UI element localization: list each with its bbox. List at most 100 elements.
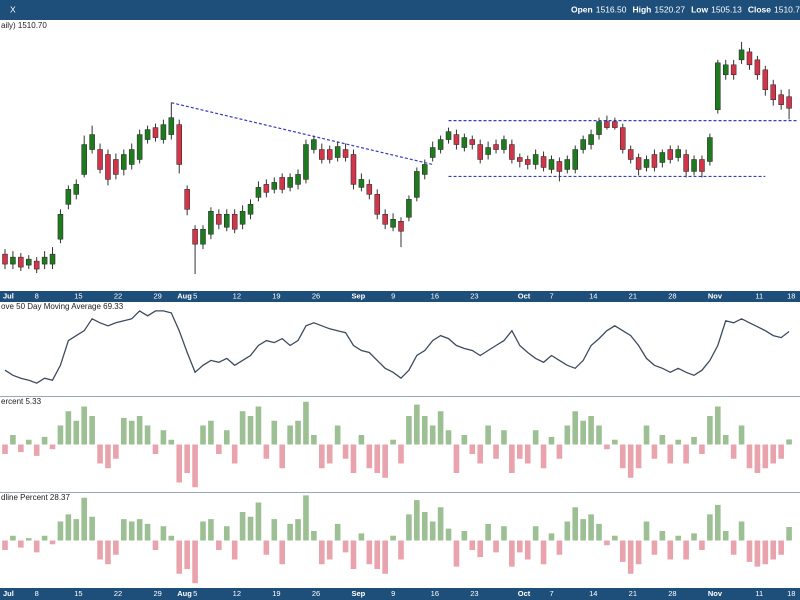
panel-title: dline Percent 28.37 [1, 493, 70, 502]
candle-body [414, 171, 420, 198]
bar [429, 521, 436, 541]
bar [469, 540, 476, 550]
bar [382, 444, 388, 478]
bar [382, 540, 388, 574]
bar [279, 540, 285, 565]
bar [255, 406, 262, 445]
candle-body [247, 204, 254, 215]
bar [105, 540, 111, 565]
x-tick-label: 22 [114, 589, 122, 598]
bar [501, 430, 507, 445]
candle-body [770, 84, 776, 100]
bar [18, 444, 24, 453]
bar [81, 406, 87, 445]
bar [18, 540, 24, 548]
bar [469, 444, 476, 454]
candle-body [144, 129, 151, 140]
quote-value: 1516.50 [596, 4, 627, 14]
x-tick-label: Nov [708, 589, 723, 598]
bar [41, 436, 48, 445]
candle-body [334, 146, 341, 158]
x-tick-label: 14 [589, 589, 597, 598]
bar [342, 444, 349, 459]
bar [612, 535, 618, 541]
bar [406, 514, 412, 541]
x-tick-label: Sep [351, 589, 365, 598]
bar [374, 540, 381, 569]
x-tick-label: 29 [153, 291, 161, 300]
candle-body [65, 189, 72, 205]
bar [429, 425, 436, 445]
candle-body [303, 144, 309, 180]
trendline [171, 102, 433, 166]
x-tick-label: 5 [193, 291, 197, 300]
bar [358, 435, 365, 445]
bar [287, 425, 293, 445]
candle-body [263, 184, 270, 193]
x-tick-label: Aug [177, 589, 192, 598]
bar [651, 444, 658, 459]
bar [493, 444, 499, 459]
bar [683, 444, 689, 464]
bar [604, 444, 610, 450]
x-tick-label: 18 [787, 291, 795, 300]
bar [722, 435, 729, 445]
bar [524, 444, 531, 464]
bar [121, 417, 127, 445]
candle-body [350, 154, 357, 185]
candle-body [406, 199, 412, 218]
bar [707, 416, 713, 445]
quote-label: Open [571, 4, 593, 14]
x-tick-label: 11 [755, 589, 763, 598]
bar [485, 523, 491, 541]
bar [350, 540, 357, 569]
candle-body [627, 149, 634, 160]
bar [113, 444, 119, 459]
bar [540, 444, 547, 469]
bar [57, 521, 64, 541]
bar [651, 540, 658, 555]
bar [255, 502, 262, 541]
bar [580, 420, 586, 445]
candle-body [532, 154, 539, 165]
candle-body [469, 139, 476, 145]
bar [279, 444, 285, 469]
x-axis-band [0, 291, 800, 302]
bar [81, 497, 87, 541]
candle-body [128, 149, 135, 165]
candle-body [295, 174, 301, 185]
candle-body [699, 159, 705, 172]
bar [223, 526, 230, 541]
candle-body [524, 159, 531, 165]
bar [778, 540, 784, 555]
bar [715, 504, 721, 541]
bar [2, 444, 8, 454]
bar [477, 444, 483, 464]
bar [635, 444, 642, 469]
candle-body [722, 64, 729, 76]
bar [691, 436, 697, 445]
bar [334, 425, 341, 445]
bar [437, 507, 444, 541]
candle-body [398, 221, 404, 232]
bar [73, 519, 80, 541]
bar [691, 533, 697, 541]
bar [295, 519, 301, 541]
bar [342, 540, 349, 553]
bar [445, 430, 452, 445]
candle-body [255, 187, 262, 198]
bar [532, 430, 539, 445]
bar [762, 444, 769, 469]
x-axis-band [0, 588, 800, 600]
bar [453, 540, 460, 567]
x-tick-label: 26 [312, 291, 320, 300]
bar [398, 444, 404, 464]
x-tick-label: 15 [74, 291, 82, 300]
x-tick-label: 16 [431, 291, 439, 300]
bar [287, 523, 293, 541]
bar [572, 507, 579, 541]
bar [152, 540, 159, 550]
candle-body [18, 256, 24, 268]
candle-body [422, 164, 428, 175]
